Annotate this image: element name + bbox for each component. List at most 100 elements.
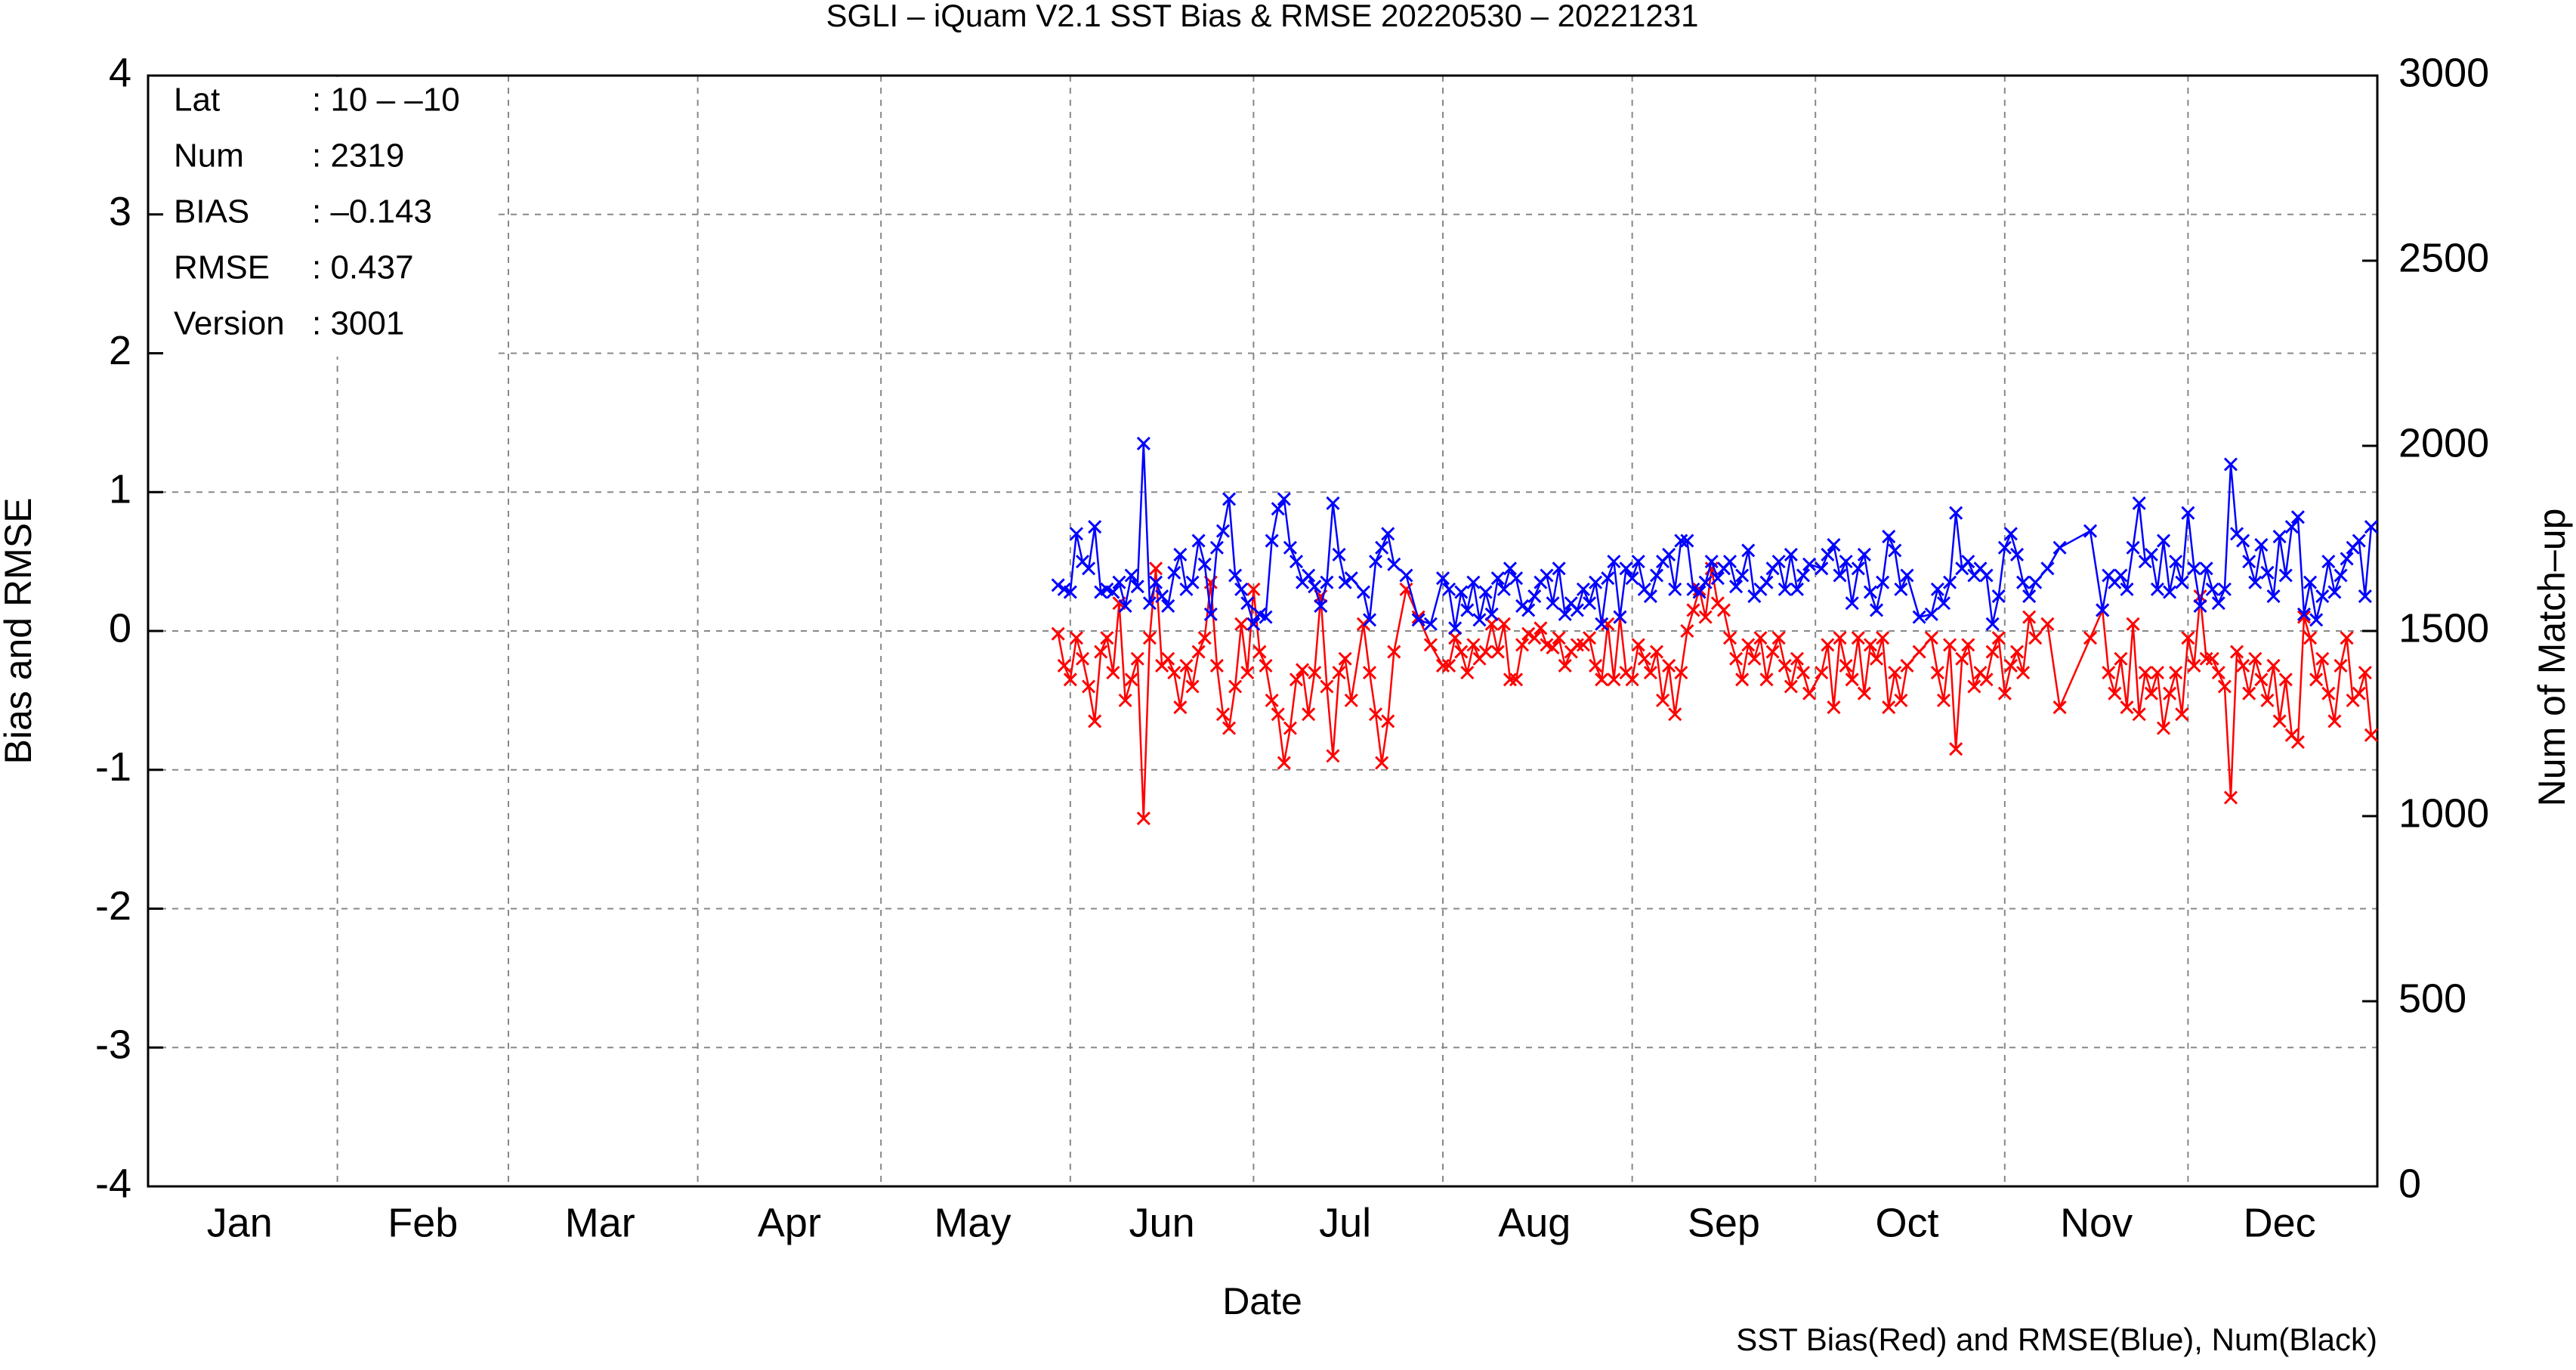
marker	[1778, 658, 1792, 673]
marker	[2266, 658, 2281, 673]
marker	[1741, 543, 1756, 558]
marker	[1784, 547, 1798, 561]
marker	[1277, 756, 1291, 770]
marker	[1344, 571, 1358, 586]
marker	[1106, 585, 1120, 599]
marker	[2236, 533, 2250, 548]
marker	[1381, 714, 1395, 728]
marker	[2272, 529, 2287, 544]
marker	[1228, 679, 1243, 694]
y-tick-label: 3	[109, 189, 131, 234]
marker	[2052, 700, 2067, 715]
x-tick-label: Apr	[758, 1200, 821, 1245]
marker	[1771, 631, 1786, 645]
marker	[2260, 693, 2275, 707]
marker	[1771, 555, 1786, 569]
marker	[2083, 524, 2098, 538]
marker	[1698, 610, 1713, 624]
marker	[1997, 540, 2012, 555]
marker	[2278, 568, 2293, 583]
series	[1051, 561, 2378, 826]
stat-value: : 3001	[312, 305, 404, 342]
marker	[1381, 527, 1395, 541]
marker	[1729, 580, 1744, 594]
marker	[1075, 651, 1090, 666]
marker	[1527, 589, 1542, 604]
marker	[2181, 631, 2195, 645]
marker	[1643, 666, 1657, 680]
marker	[1228, 568, 1243, 583]
marker	[2156, 721, 2171, 735]
marker	[1888, 543, 1902, 558]
marker	[1882, 529, 1896, 544]
x-tick-label: Jun	[1129, 1200, 1195, 1245]
marker	[1991, 631, 2006, 645]
marker	[1369, 555, 1383, 569]
marker	[1827, 538, 1841, 552]
marker	[1362, 613, 1377, 627]
marker	[2199, 651, 2213, 666]
marker	[1735, 568, 1750, 583]
marker	[1876, 631, 1890, 645]
marker	[2334, 568, 2348, 583]
marker	[1466, 575, 1481, 589]
marker	[1185, 679, 1200, 694]
marker	[1362, 666, 1377, 680]
marker	[1668, 582, 1682, 596]
marker	[1930, 582, 1944, 596]
marker	[1827, 700, 1841, 715]
marker	[1857, 547, 1871, 561]
marker	[2009, 547, 2025, 561]
marker	[1546, 596, 1560, 611]
marker	[1546, 640, 1560, 655]
marker	[1191, 645, 1206, 659]
marker	[2309, 673, 2324, 687]
marker	[1484, 607, 1499, 622]
marker	[1167, 565, 1181, 580]
marker	[2358, 666, 2372, 680]
marker	[1161, 598, 1175, 613]
marker	[1478, 645, 1493, 659]
marker	[1094, 645, 1108, 659]
marker	[1356, 585, 1370, 599]
marker	[1209, 540, 1224, 555]
marker	[2327, 585, 2342, 599]
marker	[2229, 645, 2244, 659]
marker	[1167, 666, 1181, 680]
marker	[1088, 714, 1102, 728]
marker	[1997, 686, 2012, 700]
marker	[1369, 707, 1383, 722]
marker	[1338, 651, 1352, 666]
marker	[1302, 707, 1316, 722]
marker	[1882, 700, 1896, 715]
marker	[1435, 571, 1450, 586]
marker	[1442, 582, 1456, 596]
marker	[1722, 555, 1737, 569]
marker	[2248, 651, 2262, 666]
marker	[2315, 589, 2330, 604]
marker	[1722, 631, 1737, 645]
marker	[1155, 589, 1169, 604]
marker	[2144, 547, 2158, 561]
marker	[1869, 603, 1884, 617]
marker	[2193, 598, 2207, 613]
marker	[1595, 617, 1609, 631]
marker	[1686, 603, 1700, 617]
marker	[1790, 582, 1804, 596]
marker	[1326, 496, 1340, 511]
marker	[1314, 598, 1328, 613]
marker	[1589, 575, 1603, 589]
marker	[1191, 533, 1206, 548]
marker	[2150, 666, 2165, 680]
marker	[2096, 603, 2110, 617]
marker	[2340, 631, 2354, 645]
marker	[2126, 540, 2140, 555]
marker	[1302, 568, 1316, 583]
marker	[1876, 575, 1890, 589]
marker	[1173, 547, 1188, 561]
y2-axis-label: Num of Match–up	[2531, 509, 2573, 807]
marker	[1399, 568, 1413, 583]
marker	[1985, 645, 2000, 659]
marker	[2120, 700, 2134, 715]
marker	[1942, 575, 1957, 589]
